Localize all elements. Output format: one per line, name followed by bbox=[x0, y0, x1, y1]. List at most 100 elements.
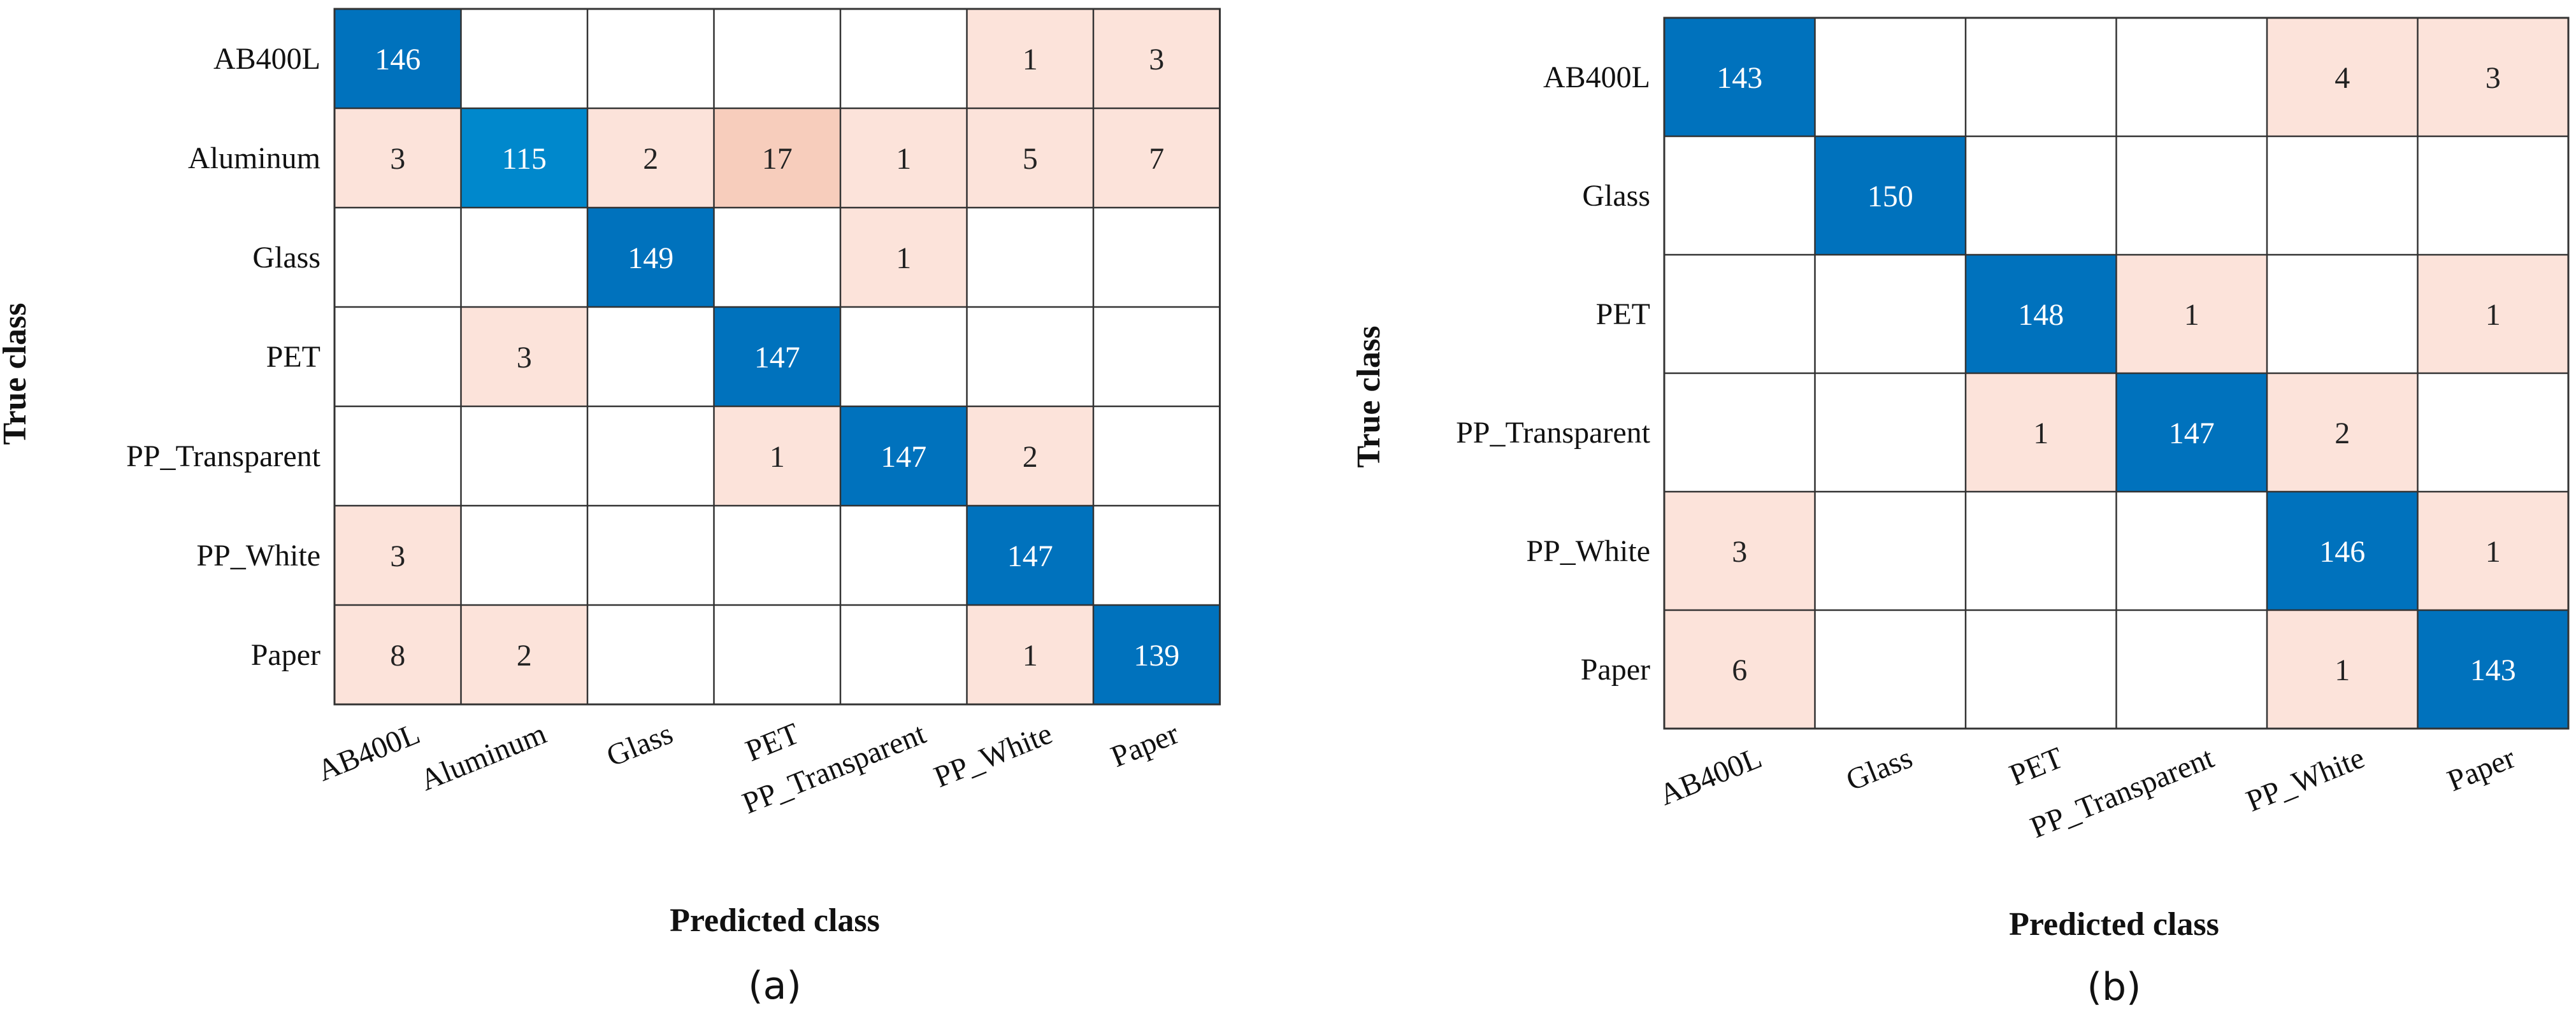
matrix-cell bbox=[587, 605, 714, 704]
cell-value: 143 bbox=[1716, 61, 1762, 95]
matrix-cell bbox=[2267, 373, 2418, 492]
matrix-cell bbox=[461, 9, 587, 108]
matrix-cell bbox=[587, 208, 714, 307]
matrix-cell bbox=[967, 506, 1093, 605]
matrix-cell bbox=[1815, 136, 1966, 255]
matrix-cell bbox=[335, 108, 461, 208]
y-axis-label: True class bbox=[0, 303, 33, 445]
matrix-cell bbox=[2116, 255, 2267, 373]
column-tick-label: AB400L bbox=[313, 716, 425, 788]
matrix-cell bbox=[2267, 492, 2418, 610]
cell-value: 1 bbox=[770, 440, 785, 474]
matrix-cell bbox=[840, 506, 967, 605]
x-axis-label: Predicted class bbox=[670, 902, 880, 939]
cell-value: 3 bbox=[2486, 61, 2501, 95]
column-tick-label: Glass bbox=[1841, 741, 1917, 797]
cell-value: 1 bbox=[1023, 639, 1038, 673]
cell-value: 150 bbox=[1867, 180, 1913, 213]
matrix-cell bbox=[1664, 136, 1815, 255]
panel-label: (b) bbox=[2087, 965, 2141, 1009]
matrix-cell bbox=[2417, 492, 2568, 610]
row-tick-label: Paper bbox=[251, 638, 320, 672]
matrix-cell bbox=[1664, 255, 1815, 373]
cell-value: 3 bbox=[390, 142, 405, 176]
matrix-cell bbox=[1966, 492, 2117, 610]
matrix-cell bbox=[587, 108, 714, 208]
matrix-cell bbox=[1093, 506, 1220, 605]
matrix-cell bbox=[967, 9, 1093, 108]
matrix-cell bbox=[461, 108, 587, 208]
matrix-cell bbox=[335, 406, 461, 506]
row-tick-label: PET bbox=[1596, 297, 1650, 331]
cell-value: 1 bbox=[2486, 298, 2501, 332]
matrix-cell bbox=[2417, 373, 2568, 492]
confusion-matrix-panel-a: 146 1 3 3 115 2 17 1 5 7 149 1 3 147 1 147 2 3 147 8 2 1 139 AB… bbox=[0, 8, 1221, 1008]
cell-value: 147 bbox=[1007, 539, 1053, 573]
cell-value: 1 bbox=[896, 142, 911, 176]
column-tick-label: Aluminum bbox=[415, 716, 551, 797]
matrix-cell bbox=[1093, 605, 1220, 704]
cell-value: 2 bbox=[2335, 417, 2350, 450]
matrix-cell bbox=[1966, 610, 2117, 729]
cell-value: 3 bbox=[1149, 43, 1164, 76]
cell-value: 6 bbox=[1732, 653, 1747, 687]
cell-value: 1 bbox=[2184, 298, 2199, 332]
matrix-cell bbox=[1664, 373, 1815, 492]
row-tick-label: PP_Transparent bbox=[1456, 416, 1651, 450]
panel-label: (a) bbox=[748, 964, 802, 1008]
matrix-cell bbox=[2116, 18, 2267, 136]
matrix-cell bbox=[714, 605, 840, 704]
matrix-cell bbox=[1815, 373, 1966, 492]
matrix-cell bbox=[1093, 307, 1220, 406]
matrix-cell bbox=[1815, 255, 1966, 373]
matrix-cell bbox=[840, 9, 967, 108]
cell-value: 1 bbox=[2335, 653, 2350, 687]
column-tick-label: Glass bbox=[602, 716, 678, 773]
cell-value: 3 bbox=[1732, 535, 1747, 569]
cell-value: 3 bbox=[390, 539, 405, 573]
cell-value: 1 bbox=[2486, 535, 2501, 569]
cell-value: 3 bbox=[517, 341, 532, 374]
matrix-cell bbox=[967, 605, 1093, 704]
confusion-matrix-panel-b: 143 4 3 150 148 1 1 1 147 2 3 146 1 6 1 143 AB400L Glass P… bbox=[1351, 17, 2570, 1009]
cell-value: 143 bbox=[2470, 653, 2516, 687]
matrix-cell bbox=[714, 108, 840, 208]
matrix-cell bbox=[967, 307, 1093, 406]
column-tick-label: PP_White bbox=[2241, 741, 2369, 818]
column-tick-label: PP_White bbox=[930, 716, 1057, 794]
matrix-cell bbox=[840, 406, 967, 506]
matrix-frame bbox=[1663, 17, 2570, 730]
matrix-cell bbox=[714, 9, 840, 108]
cell-value: 7 bbox=[1149, 142, 1164, 176]
matrix-cell bbox=[335, 9, 461, 108]
column-tick-label: PET bbox=[741, 716, 804, 768]
matrix-cell bbox=[2417, 136, 2568, 255]
matrix-cell bbox=[1966, 18, 2117, 136]
row-tick-label: AB400L bbox=[213, 42, 320, 76]
cell-value: 5 bbox=[1023, 142, 1038, 176]
matrix-cell bbox=[1966, 373, 2117, 492]
matrix-cell bbox=[2417, 255, 2568, 373]
matrix-cell bbox=[714, 208, 840, 307]
cell-value: 2 bbox=[517, 639, 532, 673]
matrix-cell bbox=[587, 506, 714, 605]
matrix-frame bbox=[333, 8, 1221, 706]
matrix-cell bbox=[2417, 18, 2568, 136]
matrix-cell bbox=[335, 208, 461, 307]
cell-value: 4 bbox=[2335, 61, 2350, 95]
matrix-cell bbox=[587, 406, 714, 506]
cell-value: 148 bbox=[2018, 298, 2064, 332]
row-tick-label: PP_Transparent bbox=[126, 439, 321, 473]
matrix-cell bbox=[840, 208, 967, 307]
row-tick-label: Glass bbox=[1582, 179, 1650, 213]
cell-value: 1 bbox=[1023, 43, 1038, 76]
matrix-cell bbox=[2267, 136, 2418, 255]
cell-value: 149 bbox=[628, 241, 673, 275]
matrix-cell bbox=[587, 307, 714, 406]
matrix-cell bbox=[840, 605, 967, 704]
row-tick-label: PP_White bbox=[196, 539, 320, 573]
matrix-cell bbox=[967, 108, 1093, 208]
matrix-cell bbox=[461, 406, 587, 506]
matrix-cell bbox=[1093, 9, 1220, 108]
